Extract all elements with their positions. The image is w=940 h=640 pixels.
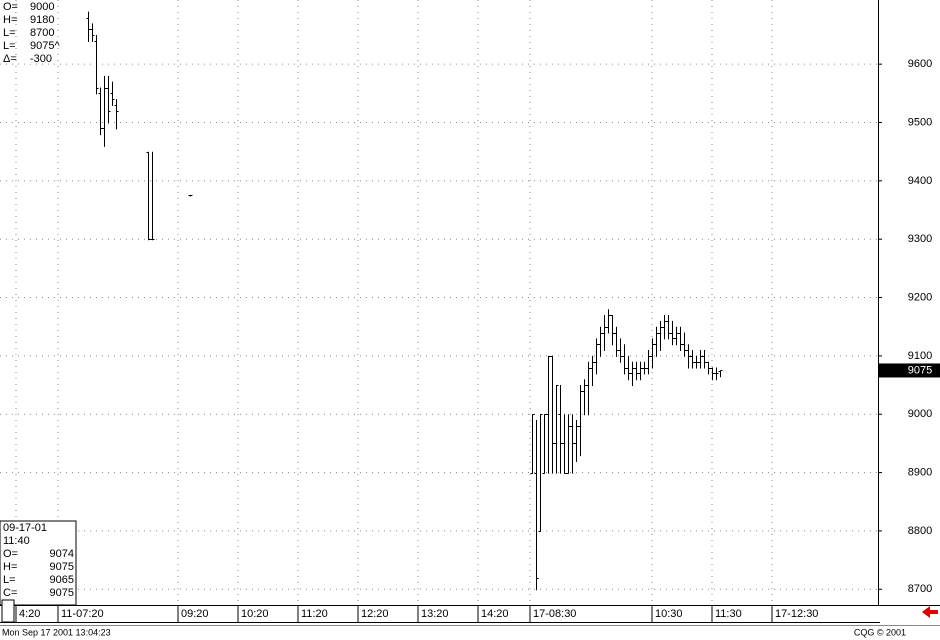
x-tick-label: 12:20 xyxy=(361,608,389,620)
copyright: CQG © 2001 xyxy=(854,627,906,637)
y-tick-label: 9100 xyxy=(908,350,932,362)
cursor-time: 11:40 xyxy=(3,535,30,547)
y-tick-label: 8800 xyxy=(908,525,932,537)
summary-value: 9180 xyxy=(30,14,54,26)
summary-label: O= xyxy=(3,1,18,13)
x-tick-label: 11-07:20 xyxy=(61,608,104,620)
bars xyxy=(86,11,723,591)
summary-value: 9000 xyxy=(30,1,54,13)
timestamp: Mon Sep 17 2001 13:04:23 xyxy=(2,627,111,637)
y-tick-label: 9300 xyxy=(908,233,932,245)
x-tick-label: 10:20 xyxy=(241,608,269,620)
cursor-label: C= xyxy=(3,587,17,599)
cursor-date: 09-17-01 xyxy=(3,522,47,534)
last-price-box xyxy=(879,363,940,378)
cursor-value: 9075 xyxy=(50,561,74,573)
cursor-box xyxy=(0,520,77,606)
cursor-handle xyxy=(1,599,15,623)
y-tick-label: 8700 xyxy=(908,583,932,595)
cursor-label: L= xyxy=(3,574,16,586)
y-tick-label: 9500 xyxy=(908,116,932,128)
summary-label: L= xyxy=(3,27,16,39)
x-tick-label: 4:20 xyxy=(19,608,40,620)
y-tick-label: 9600 xyxy=(908,58,932,70)
cursor-label: O= xyxy=(3,548,18,560)
summary-value: 9075^ xyxy=(30,40,60,52)
cursor-value: 9075 xyxy=(50,587,74,599)
summary-value: 8700 xyxy=(30,27,54,39)
y-tick-label: 8900 xyxy=(908,466,932,478)
labels: 8700 8800 8900 9000 9100 9200 9300 9400 9500 9600… xyxy=(3,1,940,620)
y-tick-label: 9400 xyxy=(908,175,932,187)
cursor-value: 9074 xyxy=(50,548,74,560)
x-tick-label: 17-08:30 xyxy=(533,608,576,620)
x-tick-label: 11:30 xyxy=(715,608,742,620)
x-tick-label: 11:20 xyxy=(301,608,328,620)
x-tick-label: 09:20 xyxy=(181,608,209,620)
y-tick-label: 9000 xyxy=(908,408,932,420)
x-tick-label: 17-12:30 xyxy=(775,608,818,620)
cursor-label: H= xyxy=(3,561,17,573)
x-tick-label: 13:20 xyxy=(421,608,449,620)
grid xyxy=(0,0,882,622)
summary-label: H= xyxy=(3,14,17,26)
summary-label: Δ= xyxy=(3,53,17,65)
scroll-arrow[interactable] xyxy=(922,606,938,618)
summary-value: -300 xyxy=(30,53,52,65)
x-tick-label: 10:30 xyxy=(655,608,683,620)
summary-label: L= xyxy=(3,40,16,52)
y-tick-label: 9200 xyxy=(908,291,932,303)
x-tick-label: 14:20 xyxy=(481,608,509,620)
last-price-label: 9075 xyxy=(908,364,932,376)
cursor-value: 9065 xyxy=(50,574,74,586)
